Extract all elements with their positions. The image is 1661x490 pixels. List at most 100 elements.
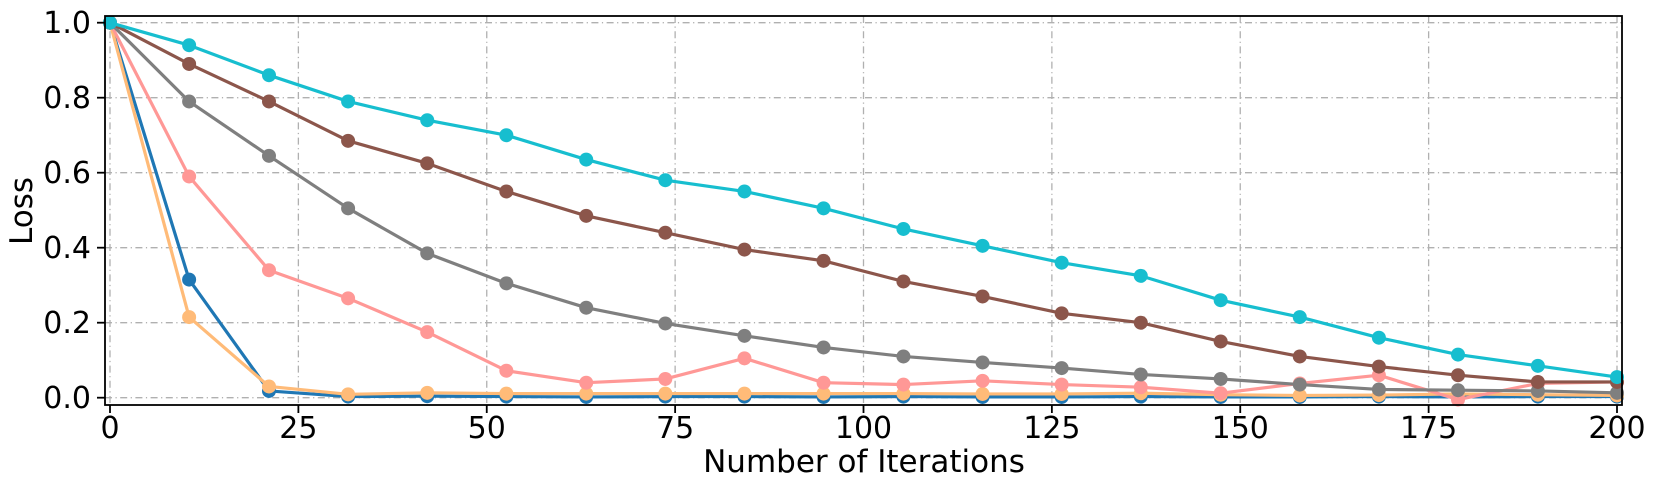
series-brown-marker — [1054, 306, 1069, 321]
series-cyan-marker — [579, 152, 594, 167]
series-cyan-marker — [499, 128, 514, 143]
series-gray-marker — [579, 300, 594, 315]
x-tick-label: 200 — [1588, 411, 1645, 446]
series-gray-marker — [341, 201, 356, 216]
series-cyan-marker — [658, 173, 673, 188]
series-pink-marker — [975, 373, 990, 388]
series-orange-marker — [420, 385, 435, 400]
series-gray-marker — [1213, 371, 1228, 386]
series-pink-marker — [896, 377, 911, 392]
series-brown-marker — [341, 133, 356, 148]
series-pink-line — [108, 21, 1619, 402]
series-blue-marker — [182, 272, 197, 287]
series-cyan-marker — [1292, 310, 1307, 325]
series-brown-marker — [737, 242, 752, 257]
series-gray-marker — [1292, 377, 1307, 392]
series-pink-marker — [579, 375, 594, 390]
series-cyan-marker — [975, 238, 990, 253]
x-tick-label: 0 — [100, 411, 119, 446]
series-orange-marker — [341, 387, 356, 402]
series-group — [103, 15, 1624, 407]
x-tick-label: 125 — [1023, 411, 1080, 446]
series-orange-marker — [1292, 388, 1307, 403]
x-tick-label: 25 — [279, 411, 317, 446]
series-cyan-marker — [1371, 330, 1386, 345]
series-gray-line — [108, 21, 1619, 395]
x-tick-label: 100 — [835, 411, 892, 446]
series-brown-line — [108, 21, 1619, 384]
series-gray-marker — [1054, 361, 1069, 376]
y-tick-label: 1.0 — [43, 6, 91, 41]
series-pink-marker — [737, 351, 752, 366]
x-tick-label: 175 — [1400, 411, 1457, 446]
series-gray-marker — [1451, 383, 1466, 398]
series-cyan-marker — [1133, 268, 1148, 283]
series-gray-marker — [261, 148, 276, 163]
series-orange-line — [108, 21, 1619, 398]
series-gray-marker — [1133, 367, 1148, 382]
series-gray-marker — [737, 328, 752, 343]
series-cyan-marker — [737, 184, 752, 199]
series-cyan-marker — [341, 94, 356, 109]
series-cyan-marker — [103, 15, 117, 30]
y-tick-label: 0.2 — [43, 306, 91, 341]
y-axis-label: Loss — [4, 177, 40, 245]
series-brown-marker — [182, 56, 197, 71]
x-tick-label: 150 — [1212, 411, 1269, 446]
series-orange-marker — [579, 386, 594, 401]
series-brown-marker — [420, 156, 435, 171]
y-tick-label: 0.0 — [43, 381, 91, 416]
y-tick-label: 0.8 — [43, 81, 91, 116]
series-cyan-marker — [1610, 370, 1624, 385]
series-pink-marker — [341, 291, 356, 306]
series-pink-marker — [182, 169, 197, 184]
series-brown-marker — [1133, 315, 1148, 330]
series-gray-marker — [499, 276, 514, 291]
series-pink-marker — [1054, 377, 1069, 392]
series-gray-marker — [420, 246, 435, 261]
series-brown — [103, 15, 1624, 389]
series-pink-marker — [658, 371, 673, 386]
series-orange-marker — [975, 386, 990, 401]
series-brown-marker — [975, 289, 990, 304]
series-brown-marker — [1451, 368, 1466, 383]
series-gray-marker — [975, 355, 990, 370]
series-pink-marker — [816, 375, 831, 390]
series-brown-marker — [1292, 349, 1307, 364]
series-gray — [103, 15, 1624, 400]
series-brown-marker — [658, 225, 673, 240]
series-gray-marker — [182, 94, 197, 109]
series-cyan-marker — [261, 68, 276, 83]
series-gray-marker — [658, 316, 673, 331]
series-cyan-line — [108, 21, 1619, 379]
x-axis-label: Number of Iterations — [703, 444, 1025, 480]
series-brown-marker — [816, 253, 831, 268]
series-orange-marker — [182, 310, 197, 325]
series-pink-marker — [420, 325, 435, 340]
series-gray-marker — [816, 340, 831, 355]
series-cyan-marker — [896, 221, 911, 236]
y-tick-label: 0.6 — [43, 156, 91, 191]
series-pink-marker — [499, 363, 514, 378]
series-orange-marker — [658, 386, 673, 401]
series-cyan-marker — [816, 201, 831, 216]
series-brown-marker — [1530, 374, 1545, 389]
series-brown-marker — [261, 94, 276, 109]
series-orange-marker — [737, 386, 752, 401]
x-tick-label: 50 — [468, 411, 506, 446]
series-cyan-marker — [1530, 358, 1545, 373]
series-orange-marker — [499, 386, 514, 401]
series-pink-marker — [1213, 386, 1228, 401]
x-tick-label: 75 — [656, 411, 694, 446]
series-pink-marker — [261, 263, 276, 278]
series-cyan-marker — [1213, 293, 1228, 308]
series-pink-marker — [1133, 380, 1148, 395]
series-brown-marker — [499, 184, 514, 199]
series-brown-marker — [896, 274, 911, 289]
series-brown-marker — [1213, 334, 1228, 349]
x-ticks: 0 25 50 75 100 125 150 175 200 — [100, 405, 1646, 446]
y-tick-label: 0.4 — [43, 231, 91, 266]
